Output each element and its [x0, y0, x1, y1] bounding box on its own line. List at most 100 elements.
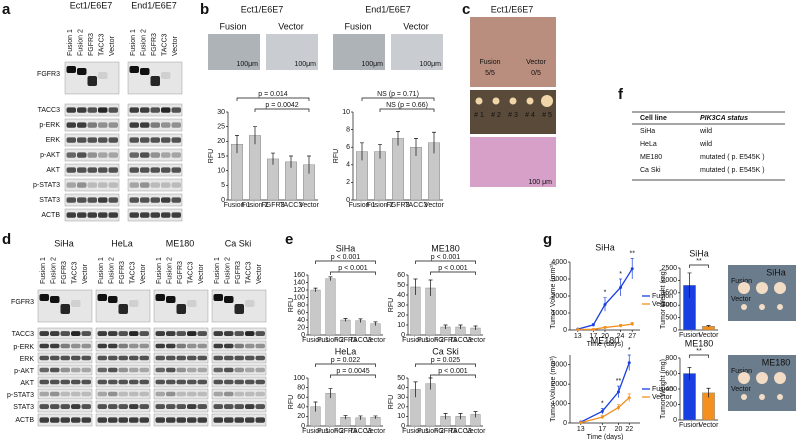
y-tick-label: 600: [665, 370, 677, 377]
y-tick-label: 60: [397, 272, 405, 279]
blot-row-label: p-ERK: [39, 122, 60, 129]
bracket: [254, 108, 310, 112]
x-tick-label: Fusion 2: [317, 428, 344, 435]
blot-band: [140, 152, 150, 158]
blot-band: [155, 417, 165, 423]
blot-band: [39, 417, 49, 423]
point: [627, 396, 631, 400]
tumor-id: # 4: [525, 112, 535, 119]
tumor-id: # 3: [508, 112, 518, 119]
y-tick-label: 0: [301, 332, 305, 339]
blot-band: [50, 296, 60, 303]
y-tick-label: 2000: [551, 293, 567, 300]
y-tick-label: 40: [397, 292, 405, 299]
blot-band: [87, 197, 97, 203]
blot-band: [98, 167, 108, 173]
annotation: p < 0.001: [331, 254, 360, 261]
blot-strip: [95, 364, 151, 376]
chart-title: SiHa: [689, 248, 709, 258]
bar: [340, 319, 351, 336]
lane-label: FGFR3: [151, 33, 158, 56]
point: [616, 405, 620, 409]
x-tick-label: Fusion 1: [302, 337, 329, 344]
tumor: [526, 97, 534, 105]
y-tick-label: 2000: [551, 381, 567, 388]
annotation: *: [619, 271, 622, 278]
lane-label: TACC3: [161, 33, 168, 56]
blot-band: [81, 331, 91, 337]
scale-bar: 100μm: [294, 61, 316, 68]
point: [630, 267, 634, 271]
blot-band: [187, 355, 197, 361]
blot-band: [245, 391, 255, 397]
blot-band: [87, 182, 97, 188]
panel-label: c: [462, 1, 470, 18]
blot-band: [224, 379, 234, 385]
blot-band: [81, 379, 91, 385]
bracket: [379, 108, 435, 112]
y-tick-label: 80: [297, 302, 305, 309]
bracket: [415, 260, 476, 264]
blot-band: [161, 212, 171, 218]
lane-label: FGFR3: [235, 261, 242, 284]
table-cell: wild: [699, 141, 712, 148]
y-tick-label: 120: [293, 287, 305, 294]
blot-row-label: ERK: [46, 137, 61, 144]
tumor: [741, 394, 747, 400]
blot-band: [255, 379, 265, 385]
y-tick-label: 60: [297, 309, 305, 316]
blot-band: [140, 137, 150, 143]
blot-band: [161, 182, 171, 188]
blot-band: [150, 107, 160, 113]
blot-band: [129, 300, 139, 307]
x-tick-label: 13: [577, 426, 585, 433]
bracket: [315, 260, 376, 264]
blot-row-label: ACTB: [15, 417, 34, 424]
blot-band: [98, 182, 108, 188]
blot-band: [98, 72, 108, 79]
blot-row-label: p-STAT3: [33, 182, 60, 189]
micro-label: Vector: [278, 21, 304, 31]
table-cell: ME180: [640, 154, 662, 161]
panel-label: f: [618, 86, 624, 103]
line: [580, 362, 630, 423]
error-bar: [706, 387, 711, 398]
annotation: p < 0.001: [438, 368, 467, 375]
blot-band: [245, 343, 255, 349]
blot-band: [108, 331, 118, 337]
blot-band: [71, 355, 81, 361]
lane-label: TACC3: [245, 261, 252, 284]
blot-band: [129, 331, 139, 337]
blot-band: [139, 379, 149, 385]
blot-band: [39, 367, 49, 373]
xeno-count: 5/5: [485, 70, 495, 77]
blot-band: [71, 417, 81, 423]
bracket: [330, 271, 376, 275]
x-tick-label: 24: [617, 333, 625, 340]
blot-band: [77, 212, 87, 218]
blot-band: [197, 417, 207, 423]
blot-band: [50, 331, 60, 337]
blot-band: [187, 331, 197, 337]
lane-label: FGFR3: [88, 33, 95, 56]
x-tick-label: Vector: [366, 337, 387, 344]
blot-band: [39, 343, 49, 349]
blot-band: [129, 182, 139, 188]
x-tick-label: Fusion 2: [417, 428, 444, 435]
x-tick-label: 17: [598, 426, 606, 433]
blot-band: [129, 404, 139, 410]
y-tick-label: 20: [397, 404, 405, 411]
blot-band: [71, 331, 81, 337]
blot-band: [166, 355, 176, 361]
blot-band: [50, 379, 60, 385]
blot-band: [234, 331, 244, 337]
blot-band: [187, 300, 197, 307]
mouse-photo: [470, 17, 556, 87]
blot-strip: [95, 388, 151, 400]
annotation: *: [628, 347, 631, 354]
table-header: Cell line: [640, 115, 667, 122]
y-tick-label: 800: [665, 355, 677, 362]
micrograph: [266, 34, 318, 70]
tumor: [541, 95, 553, 107]
lane-label: FGFR3: [119, 261, 126, 284]
